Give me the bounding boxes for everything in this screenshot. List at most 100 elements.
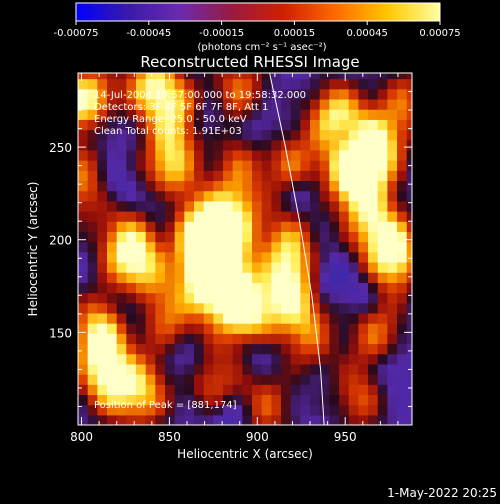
heatmap-cell [271,353,282,365]
heatmap-cell [252,109,263,120]
heatmap-cell [406,343,412,355]
heatmap-cell [310,160,321,171]
heatmap-cell [368,292,379,304]
heatmap-cell [145,231,156,243]
heatmap-cell [377,353,388,365]
heatmap-cell [136,149,147,161]
heatmap-cell [223,78,234,90]
heatmap-cell [300,129,311,141]
heatmap-cell [97,221,108,232]
heatmap-cell [310,404,321,416]
heatmap-cell [397,88,408,100]
heatmap-cell [203,353,214,365]
heatmap-cell [377,180,388,192]
heatmap-cell [145,221,156,232]
heatmap-cell [290,109,301,120]
heatmap-cell [213,160,224,171]
heatmap-cell [136,343,147,355]
heatmap-cell [300,302,311,314]
heatmap-cell [348,384,359,396]
heatmap-cell [165,261,176,273]
heatmap-cell [126,78,137,90]
heatmap-cell [184,211,195,222]
heatmap-cell [387,221,398,232]
heatmap-cell [78,353,89,365]
heatmap-cell [271,323,282,334]
heatmap-cell [232,414,243,425]
heatmap-cell [136,374,147,385]
heatmap-cell [78,251,89,263]
heatmap-cell [397,73,408,80]
heatmap-cell [184,272,195,283]
axes-ticks: 800 850 900 950 150 200 250 [49,73,412,444]
heatmap-cell [184,404,195,416]
heatmap-cell [174,88,185,100]
heatmap-cell [145,109,156,120]
heatmap-cell [358,211,369,222]
heatmap-cell [242,282,253,294]
heatmap-cell [87,302,98,314]
heatmap-cell [387,98,398,110]
heatmap-cell [377,272,388,283]
heatmap-cell [339,374,350,385]
heatmap-cell [126,211,137,222]
heatmap-cell [78,160,89,171]
heatmap-cell [319,211,330,222]
heatmap-cell [107,292,118,304]
heatmap-cell [184,374,195,385]
heatmap-cell [223,160,234,171]
heatmap-cell [174,363,185,375]
heatmap-cell [339,231,350,243]
heatmap-cell [358,231,369,243]
heatmap-cell [184,73,195,80]
heatmap-cell [155,160,166,171]
heatmap-cell [281,129,292,141]
heatmap-cell [213,139,224,151]
heatmap-cell [348,73,359,80]
heatmap-cell [213,88,224,100]
heatmap-cell [223,221,234,232]
heatmap-cell [174,139,185,151]
heatmap-cell [368,343,379,355]
heatmap-cell [87,231,98,243]
heatmap-cell [203,119,214,131]
heatmap-cell [252,211,263,222]
heatmap-cell [329,190,340,202]
heatmap-cell [126,384,137,396]
heatmap-cell [397,343,408,355]
heatmap-cell [377,323,388,334]
heatmap-cell [319,160,330,171]
heatmap-cell [87,139,98,151]
heatmap-cell [203,88,214,100]
heatmap-cell [261,394,272,406]
heatmap-cell [387,292,398,304]
heatmap-cell [213,129,224,141]
heatmap-cell [213,363,224,375]
heatmap-cell [290,241,301,253]
heatmap-cell [319,374,330,385]
heatmap-cell [406,302,412,314]
heatmap-cell [329,180,340,192]
heatmap-cell [348,353,359,365]
heatmap-cell [174,261,185,273]
heatmap-cell [368,374,379,385]
heatmap-cell [165,200,176,212]
heatmap-cell [300,78,311,90]
heatmap-cell [87,241,98,253]
heatmap-cell [300,98,311,110]
heatmap-cell [203,394,214,406]
heatmap-cell [358,109,369,120]
heatmap-cell [232,231,243,243]
heatmap-cell [397,139,408,151]
heatmap-cell [97,231,108,243]
heatmap-cell [213,302,224,314]
heatmap-cell [203,98,214,110]
heatmap-cell [281,211,292,222]
heatmap-cell [165,211,176,222]
heatmap-cell [184,312,195,324]
heatmap-cell [78,180,89,192]
heatmap-cell [377,241,388,253]
heatmap-cell [155,73,166,80]
heatmap-cell [116,200,127,212]
heatmap-cell [319,129,330,141]
